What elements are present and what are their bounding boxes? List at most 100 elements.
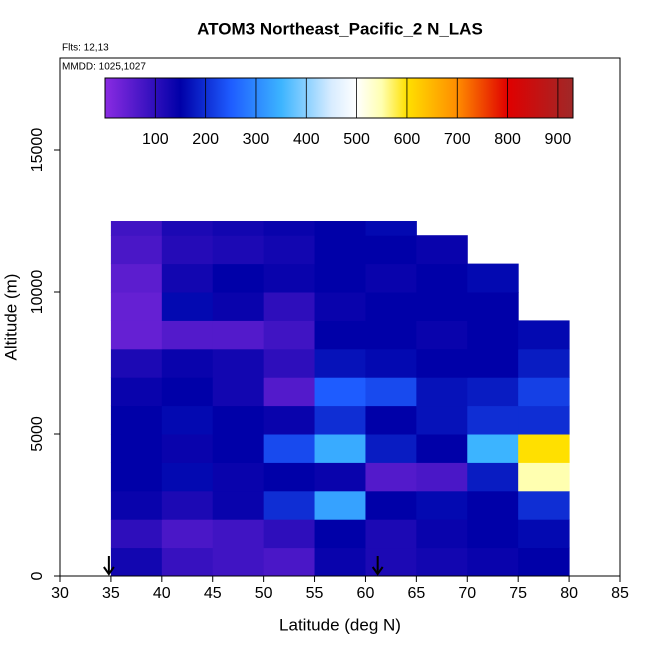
x-tick-label: 45 — [204, 585, 222, 602]
x-tick-label: 30 — [51, 585, 69, 602]
heat-cell — [314, 519, 366, 549]
heat-cell — [518, 462, 570, 492]
heat-cell — [263, 519, 316, 549]
heat-cell — [416, 263, 468, 293]
heat-cell — [314, 221, 366, 236]
colorbar-tick-label: 700 — [444, 131, 471, 148]
heat-cell — [263, 292, 316, 321]
heat-cell — [365, 263, 417, 293]
heat-cell — [467, 320, 519, 350]
heat-cell — [518, 519, 570, 549]
y-tick-label: 15000 — [29, 128, 46, 173]
heat-cell — [212, 547, 265, 577]
heat-cell — [263, 348, 316, 378]
colorbar-tick-label: 600 — [394, 131, 421, 148]
heat-cell — [314, 235, 366, 265]
heat-cell — [263, 434, 316, 463]
heat-cell — [365, 519, 417, 549]
heat-cell — [110, 547, 163, 577]
heat-cell — [416, 462, 468, 492]
heat-cell — [416, 320, 468, 350]
x-tick-label: 75 — [509, 585, 527, 602]
heat-cell — [110, 235, 163, 265]
arrow-head — [371, 566, 384, 576]
heat-cell — [161, 377, 214, 407]
heat-cell — [161, 490, 214, 520]
heat-cell — [263, 320, 316, 350]
heat-cell — [365, 377, 417, 407]
heat-cell — [365, 434, 417, 463]
colorbar-tick-label: 300 — [243, 131, 270, 148]
heat-cell — [212, 434, 265, 463]
heat-cell — [212, 462, 265, 492]
heat-cell — [518, 405, 570, 435]
heat-cell — [212, 221, 265, 236]
x-tick-label: 65 — [407, 585, 425, 602]
heat-cell — [110, 490, 163, 520]
heat-cell — [263, 377, 316, 407]
heat-cell — [365, 235, 417, 265]
annotation: MMDD: 1025,1027 — [62, 62, 146, 73]
heat-cell — [314, 462, 366, 492]
heat-cell — [416, 292, 468, 321]
heat-cell — [365, 547, 417, 577]
heat-cell — [314, 490, 366, 520]
heat-cell — [212, 519, 265, 549]
x-tick-label: 40 — [153, 585, 171, 602]
heat-cell — [467, 405, 519, 435]
heat-cell — [467, 377, 519, 407]
heat-cell — [314, 292, 366, 321]
heat-cell — [467, 348, 519, 378]
heat-cell — [212, 235, 265, 265]
heat-cell — [110, 292, 163, 321]
heat-cell — [212, 490, 265, 520]
heat-cell — [365, 348, 417, 378]
heat-cell — [416, 348, 468, 378]
heat-cell — [110, 221, 163, 236]
y-tick-label: 0 — [29, 571, 46, 580]
heat-cell — [467, 490, 519, 520]
heat-cell — [110, 348, 163, 378]
heat-cell — [212, 263, 265, 293]
heat-cell — [110, 377, 163, 407]
heat-cell — [518, 320, 570, 350]
heat-cell — [416, 519, 468, 549]
heat-cell — [263, 235, 316, 265]
colorbar — [104, 77, 574, 119]
heat-cell — [416, 490, 468, 520]
x-tick-label: 55 — [306, 585, 324, 602]
heat-cell — [416, 377, 468, 407]
heat-cell — [212, 405, 265, 435]
heat-cell — [314, 547, 366, 577]
heat-cell — [518, 348, 570, 378]
heat-cell — [314, 434, 366, 463]
heat-cell — [467, 263, 519, 293]
heat-cell — [314, 348, 366, 378]
heat-cell — [365, 462, 417, 492]
colorbar-tick-label: 800 — [494, 131, 521, 148]
heat-cell — [467, 434, 519, 463]
heat-cell — [161, 320, 214, 350]
y-tick-label: 10000 — [29, 270, 46, 315]
heat-cell — [416, 235, 468, 265]
heat-cell — [416, 405, 468, 435]
heat-cell — [161, 462, 214, 492]
heat-cell — [467, 462, 519, 492]
x-tick-label: 70 — [458, 585, 476, 602]
x-tick-label: 60 — [357, 585, 375, 602]
heat-cell — [212, 348, 265, 378]
heat-cell — [365, 405, 417, 435]
heat-cell — [314, 320, 366, 350]
colorbar-tick-label: 900 — [545, 131, 572, 148]
heat-cell — [161, 519, 214, 549]
y-axis-label: Altitude (m) — [1, 274, 20, 361]
heat-cell — [212, 292, 265, 321]
x-tick-label: 80 — [560, 585, 578, 602]
heat-cell — [263, 221, 316, 236]
x-tick-label: 85 — [611, 585, 629, 602]
heat-cell — [110, 519, 163, 549]
heat-cell — [518, 434, 570, 463]
heat-cell — [212, 377, 265, 407]
heat-cell — [110, 462, 163, 492]
